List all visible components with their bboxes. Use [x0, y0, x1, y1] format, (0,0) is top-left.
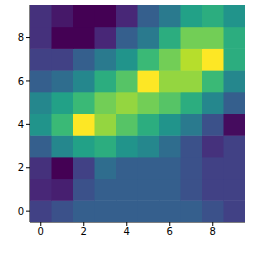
svg-text:8: 8	[210, 226, 216, 237]
svg-text:6: 6	[18, 76, 24, 87]
svg-text:0: 0	[38, 226, 44, 237]
svg-text:4: 4	[18, 119, 24, 130]
svg-text:2: 2	[18, 162, 24, 173]
svg-text:4: 4	[124, 226, 130, 237]
svg-text:8: 8	[18, 32, 24, 43]
svg-text:6: 6	[167, 226, 173, 237]
svg-text:0: 0	[18, 206, 24, 217]
svg-text:2: 2	[81, 226, 87, 237]
